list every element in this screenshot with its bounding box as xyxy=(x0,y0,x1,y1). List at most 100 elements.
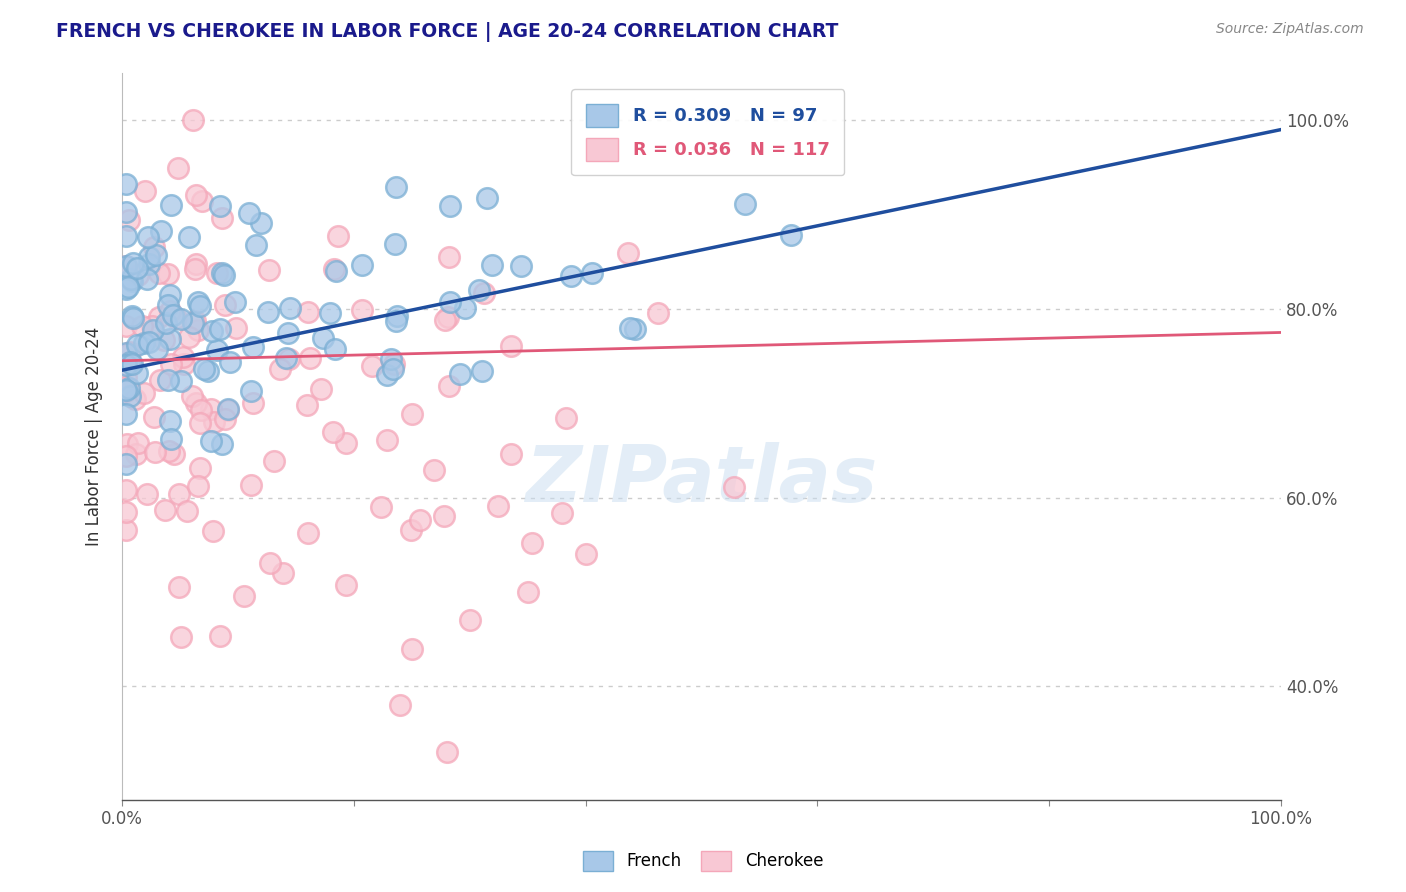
Point xyxy=(322,262,344,277)
Point xyxy=(202,415,225,429)
Point xyxy=(335,577,357,591)
Point xyxy=(135,272,157,286)
Point xyxy=(350,302,373,317)
Point xyxy=(239,384,262,399)
Point xyxy=(188,460,211,475)
Point xyxy=(156,298,179,312)
Point xyxy=(214,298,236,312)
Point xyxy=(560,269,582,284)
Point xyxy=(278,301,301,316)
Point xyxy=(433,313,456,327)
Point xyxy=(115,407,138,421)
Point xyxy=(143,444,166,458)
Point xyxy=(190,402,212,417)
Point xyxy=(439,199,461,213)
Point xyxy=(617,246,640,260)
Point xyxy=(125,447,148,461)
Point xyxy=(117,280,139,294)
Point xyxy=(370,500,392,514)
Point xyxy=(200,324,222,338)
Point xyxy=(245,238,267,252)
Point xyxy=(142,239,165,253)
Point xyxy=(191,194,214,208)
Point xyxy=(162,309,184,323)
Point xyxy=(184,257,207,271)
Point xyxy=(122,256,145,270)
Point xyxy=(160,357,183,371)
Point xyxy=(436,310,458,324)
Point xyxy=(382,361,405,376)
Point xyxy=(148,310,170,325)
Point xyxy=(581,266,603,280)
Point xyxy=(127,436,149,450)
Point xyxy=(177,330,200,344)
Point xyxy=(361,359,384,373)
Point xyxy=(263,454,285,468)
Point xyxy=(269,361,291,376)
Point xyxy=(188,299,211,313)
Point xyxy=(385,309,408,323)
Legend: French, Cherokee: French, Cherokee xyxy=(575,842,831,880)
Point xyxy=(145,248,167,262)
Point xyxy=(188,416,211,430)
Point xyxy=(134,184,156,198)
Point xyxy=(141,323,163,337)
Point xyxy=(141,318,163,333)
Point xyxy=(125,366,148,380)
Point xyxy=(274,351,297,366)
Point xyxy=(224,295,246,310)
Point xyxy=(155,316,177,330)
Point xyxy=(117,346,139,360)
Point xyxy=(114,359,136,373)
Point xyxy=(322,425,344,439)
Point xyxy=(439,251,461,265)
Point xyxy=(271,566,294,581)
Point xyxy=(375,433,398,447)
Point xyxy=(169,630,191,644)
Point xyxy=(120,344,142,359)
Point xyxy=(389,698,412,713)
Point xyxy=(471,364,494,378)
Point xyxy=(277,352,299,367)
Point xyxy=(114,383,136,397)
Point xyxy=(187,479,209,493)
Point xyxy=(208,322,231,336)
Point xyxy=(120,272,142,286)
Point xyxy=(136,487,159,501)
Point xyxy=(454,301,477,315)
Point xyxy=(551,506,574,520)
Point xyxy=(114,483,136,497)
Point xyxy=(211,266,233,280)
Point xyxy=(217,402,239,417)
Point xyxy=(780,228,803,243)
Point xyxy=(205,266,228,280)
Point xyxy=(125,260,148,275)
Point xyxy=(319,306,342,320)
Point xyxy=(259,557,281,571)
Point xyxy=(114,369,136,384)
Point xyxy=(205,343,228,358)
Point xyxy=(297,398,319,412)
Point xyxy=(197,364,219,378)
Point xyxy=(132,386,155,401)
Point xyxy=(153,503,176,517)
Point xyxy=(326,228,349,243)
Point xyxy=(249,216,271,230)
Point xyxy=(159,332,181,346)
Point xyxy=(209,198,232,212)
Point xyxy=(375,368,398,383)
Point xyxy=(114,457,136,471)
Point xyxy=(259,263,281,277)
Point xyxy=(486,499,509,513)
Point xyxy=(149,373,172,387)
Point xyxy=(146,342,169,356)
Point xyxy=(385,314,408,328)
Point xyxy=(201,524,224,539)
Point xyxy=(211,211,233,226)
Point xyxy=(193,362,215,376)
Point xyxy=(149,224,172,238)
Point xyxy=(183,113,205,128)
Point xyxy=(238,205,260,219)
Point xyxy=(115,437,138,451)
Point xyxy=(218,355,240,369)
